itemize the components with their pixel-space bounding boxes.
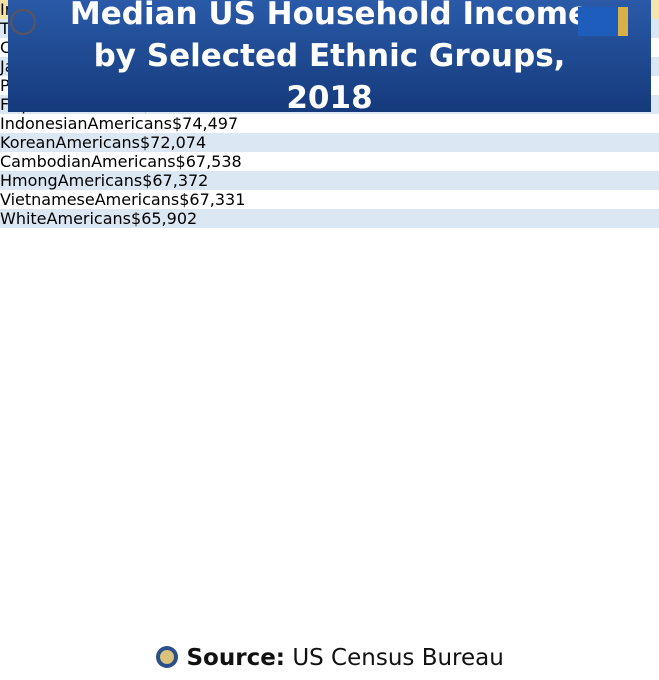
descriptor: Americans xyxy=(91,152,176,171)
bar xyxy=(578,7,606,36)
value-label: $67,372 xyxy=(142,171,209,190)
group-name: Indonesian xyxy=(0,114,88,133)
group-name: Hmong xyxy=(0,171,58,190)
group-name: Korean xyxy=(0,133,56,152)
row: CambodianAmericans$67,538 xyxy=(0,7,659,171)
source: US Census Bureau xyxy=(292,645,504,671)
group-name: White xyxy=(0,209,47,228)
descriptor: Americans xyxy=(94,190,180,209)
value-label: $67,331 xyxy=(179,190,246,209)
group-name: Vietnamese xyxy=(0,190,95,209)
row: WhiteAmericans$65,902 xyxy=(0,7,659,228)
value-label: $67,538 xyxy=(175,152,242,171)
source-label: Source: xyxy=(186,645,285,671)
row: KoreanAmericans$72,074 xyxy=(0,7,659,152)
footer: Source: US Census Bureau xyxy=(0,638,659,678)
descriptor: Americans xyxy=(55,133,140,152)
descriptor: Americans xyxy=(87,114,172,133)
row: HmongAmericans$67,372 xyxy=(0,7,659,190)
descriptor: Americans xyxy=(46,209,132,228)
group-name: Cambodian xyxy=(0,152,92,171)
chart-title: Median US Household Income by Selected E… xyxy=(69,0,590,116)
header: Median US Household Income by Selected E… xyxy=(8,0,651,116)
seal-icon xyxy=(156,646,179,668)
row: VietnameseAmericans$67,331 xyxy=(0,7,659,209)
value-label: $74,497 xyxy=(172,114,239,133)
descriptor: Americans xyxy=(57,171,143,190)
row-icon xyxy=(10,9,36,35)
value-label: $65,902 xyxy=(131,209,198,228)
value-label: $72,074 xyxy=(139,133,207,152)
